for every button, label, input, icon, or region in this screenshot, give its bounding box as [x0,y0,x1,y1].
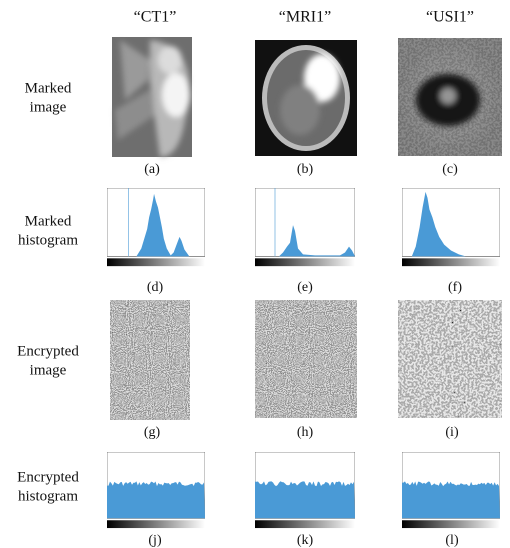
ct-image [112,37,192,157]
caption: (f) [448,280,462,295]
caption: (g) [144,425,161,440]
caption: (b) [297,162,314,177]
mri-image [255,40,357,156]
caption: (a) [144,162,160,177]
caption: (e) [297,280,313,295]
row-label: image [30,99,67,115]
caption: (c) [442,162,458,177]
row-label: histogram [18,232,78,248]
row-label: histogram [18,488,78,504]
column-title: “MRI1” [279,9,331,26]
encrypted-image [398,300,502,418]
encrypted-image [110,300,190,420]
row-label: Encrypted [17,343,79,359]
caption: (j) [148,533,162,548]
histogram [255,452,355,528]
column-title: “USI1” [426,9,474,26]
histogram [107,188,205,266]
caption: (k) [297,533,314,548]
caption: (h) [297,425,314,440]
encrypted-image [255,300,357,418]
caption: (d) [147,280,164,295]
histogram [402,188,500,266]
row-label: Encrypted [17,469,79,485]
row-label: image [30,362,67,378]
histogram [402,452,500,528]
row-label: Marked [25,80,72,96]
column-title: “CT1” [134,9,177,26]
figure: “CT1” “MRI1” “USI1” Marked image Marked … [0,0,510,548]
caption: (i) [445,425,459,440]
row-label: Marked [25,213,72,229]
caption: (l) [445,533,459,548]
us-image [398,38,502,156]
histogram [255,188,355,266]
histogram [107,452,205,528]
